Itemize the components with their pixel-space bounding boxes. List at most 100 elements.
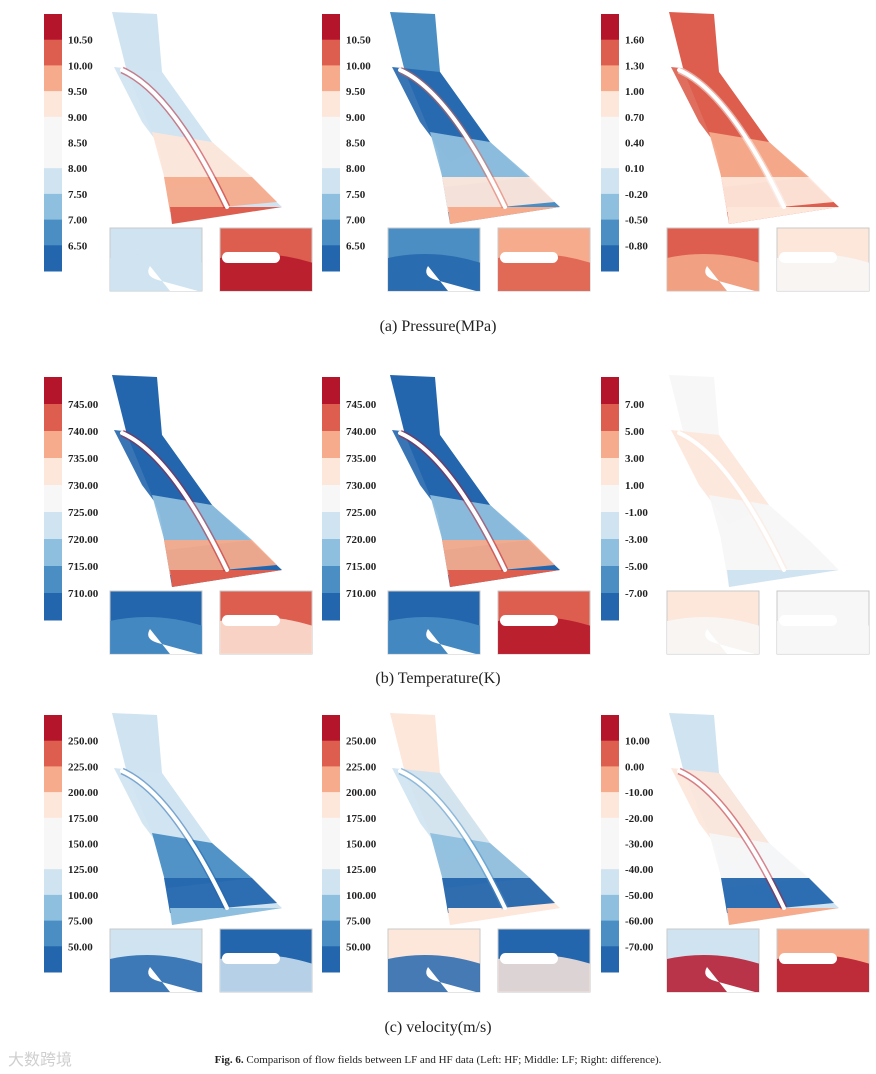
caption-text: Comparison of flow fields between LF and… [246,1054,662,1066]
colorbar-block [44,766,62,793]
colorbar-block [322,219,340,246]
colorbar-block [322,512,340,540]
colorbar-block [322,843,340,870]
colorbar-block [601,792,619,819]
colorbar-block [44,946,62,973]
colorbar-tick-label: 250.00 [68,736,99,748]
colorbar-tick-label: -0.80 [625,240,648,252]
colorbar-tick-label: 9.50 [68,86,88,98]
field-region-tip [448,908,560,925]
inset-region [777,253,869,291]
inset-region [388,616,480,654]
inset-trailing-edge [497,227,591,292]
blade [398,68,507,209]
colorbar-block [601,946,619,973]
colorbar-tick-label: 175.00 [346,813,377,825]
field-region-tip [448,207,560,224]
colorbar-block [44,740,62,767]
colorbar-block [44,39,62,66]
colorbar-block [322,65,340,92]
inset-region [110,954,202,992]
inset-leading-edge [387,227,481,292]
blade [120,769,229,910]
inset-region [498,253,590,291]
inset-leading-edge [109,928,203,993]
inset-region [110,616,202,654]
inset-leading-edge [666,227,760,292]
inset-blade [148,266,198,291]
colorbar-tick-label: 50.00 [346,941,371,953]
colorbar-block [601,116,619,143]
colorbar-tick-label: -1.00 [625,507,648,519]
inset-blade [705,967,755,992]
colorbar-tick-label: -70.00 [625,941,654,953]
inset-region [777,616,869,654]
inset-region [667,954,759,992]
figure-caption: Fig. 6. Comparison of flow fields betwee… [0,1054,876,1066]
colorbar-tick-label: 10.00 [625,736,650,748]
colorbar-block [601,142,619,169]
inset-blade [426,266,476,291]
panel-1-hf: 745.00 740.00 735.00 730.00 725.00 720.00 715.… [44,375,313,655]
colorbar-block [44,894,62,922]
colorbar-block [322,39,340,66]
colorbar-block [44,91,62,118]
row-title-velocity: (c) velocity(m/s) [384,1019,492,1036]
colorbar-tick-label: 5.00 [625,426,645,438]
inset-region [498,954,590,992]
colorbar-tick-label: 725.00 [68,507,99,519]
blade [398,769,507,910]
colorbar-block [322,377,340,405]
colorbar-tick-label: 8.00 [346,163,366,175]
colorbar-tick-label: 150.00 [68,839,99,851]
colorbar-tick-label: 75.00 [68,916,93,928]
colorbar-tick-label: 100.00 [346,890,377,902]
colorbar-tick-label: 7.00 [68,215,88,227]
colorbar-tick-label: 715.00 [68,561,99,573]
colorbar-block [601,869,619,896]
inset-blade [222,953,280,964]
inset-blade [779,615,837,626]
colorbar-tick-label: 250.00 [346,736,377,748]
colorbar-block [322,168,340,195]
colorbar-block [322,894,340,922]
colorbar-block [322,91,340,118]
inset-trailing-edge [219,227,313,292]
inset-blade [222,252,280,263]
colorbar-block [601,219,619,246]
colorbar-block [601,766,619,793]
colorbar-block [322,766,340,793]
colorbar-block [601,715,619,742]
colorbar-tick-label: 745.00 [68,399,99,411]
colorbar-tick-label: 175.00 [68,813,99,825]
field-region-tip [727,570,839,587]
colorbar-block [601,740,619,767]
colorbar-tick-label: 7.00 [346,215,366,227]
inset-blade [705,629,755,654]
colorbar-tick-label: 225.00 [68,761,99,773]
colorbar-block [322,116,340,143]
colorbar-tick-label: -50.00 [625,890,654,902]
inset-region [220,616,312,654]
colorbar-tick-label: 3.00 [625,453,645,465]
inset-blade [222,615,280,626]
colorbar-block [44,65,62,92]
colorbar-block [322,193,340,221]
colorbar-tick-label: 0.00 [625,761,645,773]
colorbar-block [322,946,340,973]
colorbar-block [601,894,619,922]
colorbar-tick-label: 735.00 [346,453,377,465]
colorbar-block [44,14,62,41]
colorbar-tick-label: 7.50 [68,189,88,201]
colorbar-tick-label: 0.70 [625,112,645,124]
field-region-tip [170,207,282,224]
colorbar-block [601,404,619,432]
colorbar-tick-label: 9.00 [346,112,366,124]
inset-trailing-edge [776,590,870,655]
colorbar-block [601,14,619,41]
inset-trailing-edge [776,227,870,292]
inset-blade [779,252,837,263]
colorbar-block [322,404,340,432]
colorbar-tick-label: 10.50 [346,35,371,47]
panel-2-hf: 250.00 225.00 200.00 175.00 150.00 125.00 100.… [44,713,313,993]
